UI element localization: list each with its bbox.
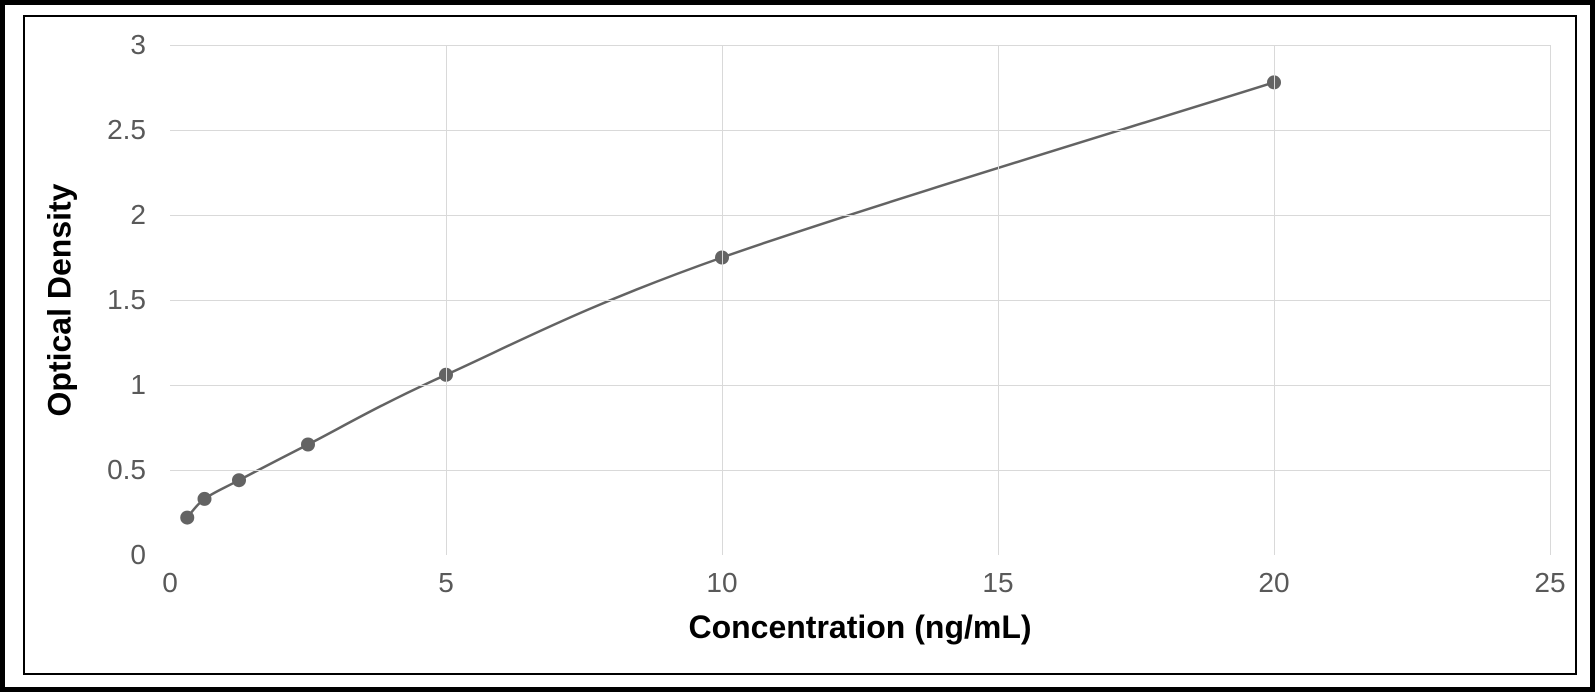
- grid-line-h: [170, 385, 1550, 386]
- y-tick-label: 3: [130, 29, 146, 61]
- data-point-marker: [232, 473, 246, 487]
- grid-line-h: [170, 470, 1550, 471]
- grid-line-h: [170, 45, 1550, 46]
- x-tick-label: 15: [982, 567, 1013, 599]
- data-point-marker: [301, 438, 315, 452]
- x-tick-label: 10: [706, 567, 737, 599]
- y-tick-label: 1: [130, 369, 146, 401]
- x-tick-label: 0: [162, 567, 178, 599]
- chart-container: Optical Density Concentration (ng/mL) 0 5…: [0, 0, 1595, 692]
- plot-area: [170, 45, 1550, 555]
- y-tick-label: 1.5: [107, 284, 146, 316]
- x-tick-label: 20: [1258, 567, 1289, 599]
- y-tick-label: 2.5: [107, 114, 146, 146]
- y-axis-label: Optical Density: [42, 184, 79, 417]
- grid-line-v: [1550, 45, 1551, 555]
- data-point-marker: [180, 511, 194, 525]
- data-point-marker: [198, 492, 212, 506]
- grid-line-h: [170, 215, 1550, 216]
- grid-line-h: [170, 130, 1550, 131]
- x-tick-label: 25: [1534, 567, 1565, 599]
- x-tick-label: 5: [438, 567, 454, 599]
- x-axis-label: Concentration (ng/mL): [688, 609, 1031, 646]
- y-tick-label: 0.5: [107, 454, 146, 486]
- y-tick-label: 2: [130, 199, 146, 231]
- y-tick-label: 0: [130, 539, 146, 571]
- grid-line-h: [170, 300, 1550, 301]
